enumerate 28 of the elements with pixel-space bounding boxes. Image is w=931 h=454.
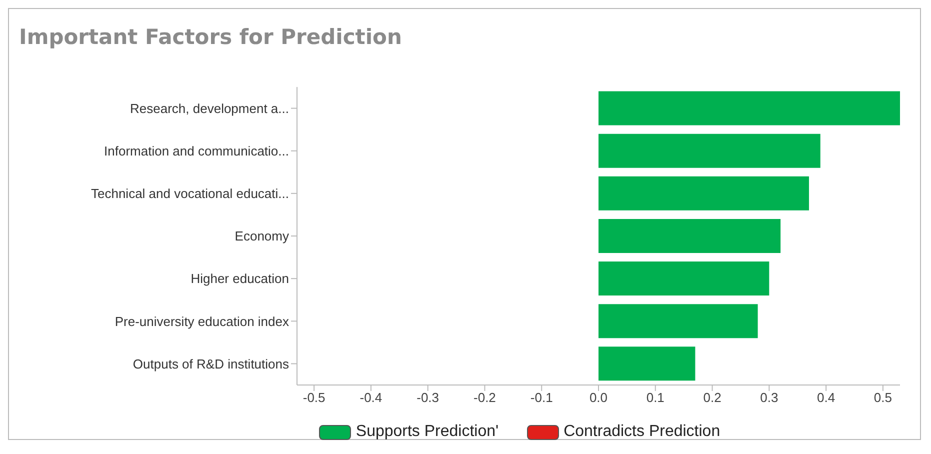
x-tick-label: 0.2	[703, 390, 722, 406]
bar	[598, 91, 900, 126]
y-tick-label: Outputs of R&D institutions	[132, 356, 290, 372]
bar	[598, 262, 770, 296]
legend-label: Contradicts Prediction	[562, 423, 720, 441]
bar	[598, 346, 696, 381]
x-tick-label: 0.4	[817, 390, 836, 406]
x-tick-label: -0.3	[416, 390, 440, 406]
bar	[598, 134, 820, 168]
y-tick-label: Technical and vocational educati...	[90, 186, 289, 202]
bar	[598, 176, 809, 210]
bar	[598, 218, 781, 253]
x-tick-label: -0.5	[302, 390, 326, 406]
chart-title: Important Factors for Prediction	[18, 24, 403, 51]
x-tick-label: 0.1	[646, 390, 664, 406]
y-tick-label: Pre-university education index	[114, 314, 290, 329]
y-tick-label: Research, development a...	[130, 100, 289, 116]
bar	[598, 304, 758, 338]
x-tick-label: -0.1	[530, 390, 553, 406]
y-tick-label: Information and communicatio...	[104, 143, 289, 158]
x-tick-label: 0.5	[874, 390, 892, 406]
x-tick-label: 0.3	[760, 390, 778, 406]
x-tick-label: -0.2	[474, 390, 496, 406]
y-tick-label: Economy	[234, 228, 290, 244]
y-tick-label: Higher education	[190, 271, 289, 286]
x-tick-label: -0.4	[360, 390, 382, 406]
x-tick-label: 0.0	[589, 390, 608, 406]
legend-label: Supports Prediction'	[354, 423, 499, 441]
